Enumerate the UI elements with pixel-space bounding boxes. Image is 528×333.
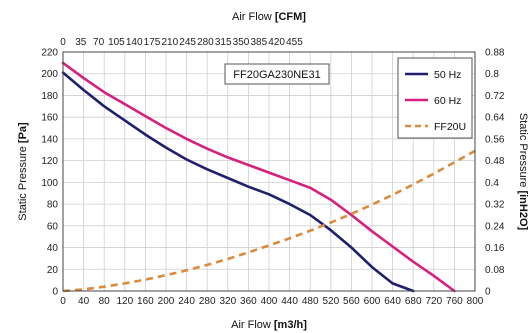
bottom-axis-title-unit: [m3/h] (274, 319, 307, 331)
x-top-tick-label: 420 (268, 37, 285, 48)
top-axis-title: Air Flow [CFM] (232, 11, 306, 23)
y-right-tick-label: 0.08 (485, 265, 505, 276)
y-left-tick-label: 60 (47, 221, 59, 232)
x-top-tick-label: 315 (215, 37, 232, 48)
x-top-tick-label: 105 (108, 37, 125, 48)
right-axis-title-unit: [inH2O] (517, 190, 528, 230)
x-bottom-tick-label: 680 (405, 296, 422, 307)
right-axis-title: Static Pressure [inH2O] (517, 113, 528, 231)
bottom-axis-title-prefix: Air Flow (231, 319, 274, 331)
top-axis-title-unit: [CFM] (275, 11, 306, 23)
series-layer (61, 61, 476, 293)
x-bottom-tick-label: 360 (240, 296, 257, 307)
tick-labels: 0 40 80 120 160 200 240 280 320 360 400 440 480 520 56… (41, 37, 505, 307)
y-right-tick-label: 0.16 (485, 243, 505, 254)
x-bottom-tick-label: 400 (261, 296, 278, 307)
y-left-tick-label: 80 (47, 200, 59, 211)
legend-label-1: 60 Hz (434, 95, 461, 107)
plot-frame (62, 51, 476, 292)
x-bottom-tick-label: 440 (281, 296, 298, 307)
y-right-tick-label: 0 (485, 287, 491, 298)
model-annotation-box (224, 63, 330, 85)
y-left-tick-label: 20 (47, 265, 59, 276)
x-top-tick-label: 175 (144, 37, 161, 48)
y-right-tick-label: 0.64 (485, 113, 505, 124)
x-bottom-tick-label: 560 (343, 296, 360, 307)
x-top-tick-label: 455 (286, 37, 303, 48)
y-right-tick-label: 0.48 (485, 156, 505, 167)
x-bottom-tick-label: 40 (78, 296, 90, 307)
x-bottom-tick-label: 320 (219, 296, 236, 307)
top-axis-title-prefix: Air Flow (232, 11, 275, 23)
x-bottom-tick-label: 800 (467, 296, 484, 307)
x-bottom-tick-label: 520 (322, 296, 339, 307)
x-bottom-tick-label: 160 (137, 296, 154, 307)
x-bottom-tick-label: 600 (364, 296, 381, 307)
y-left-tick-label: 0 (52, 287, 58, 298)
x-top-tick-label: 385 (250, 37, 267, 48)
y-right-tick-label: 0.8 (485, 69, 499, 80)
y-left-tick-label: 160 (41, 113, 58, 124)
y-right-tick-label: 0.56 (485, 134, 505, 145)
left-axis-title-unit: [Pa] (17, 122, 29, 143)
y-left-tick-label: 220 (41, 48, 58, 59)
x-bottom-tick-label: 120 (116, 296, 133, 307)
x-top-tick-label: 70 (93, 37, 105, 48)
x-top-tick-label: 350 (233, 37, 250, 48)
y-right-tick-label: 0.72 (485, 91, 505, 102)
x-bottom-tick-label: 720 (425, 296, 442, 307)
legend: 50 Hz 60 Hz FF20U (397, 57, 473, 139)
x-bottom-tick-label: 240 (178, 296, 195, 307)
x-bottom-tick-label: 640 (384, 296, 401, 307)
series-line-2 (62, 149, 476, 293)
y-right-tick-label: 0.32 (485, 200, 505, 211)
left-axis-title: Static Pressure [Pa] (17, 122, 29, 221)
x-top-tick-label: 245 (179, 37, 196, 48)
x-bottom-tick-label: 80 (99, 296, 111, 307)
right-axis-title-prefix: Static Pressure (517, 113, 528, 191)
model-annotation-text: FF20GA230NE31 (233, 69, 320, 81)
legend-label-0: 50 Hz (434, 69, 461, 81)
left-axis-title-prefix: Static Pressure (17, 143, 29, 221)
legend-box (397, 57, 473, 139)
series-line-0 (61, 71, 415, 293)
model-annotation: FF20GA230NE31 (224, 63, 330, 85)
y-left-tick-label: 180 (41, 91, 58, 102)
x-top-tick-label: 0 (60, 37, 66, 48)
y-right-tick-label: 0.4 (485, 178, 499, 189)
x-top-tick-label: 35 (75, 37, 87, 48)
x-bottom-tick-label: 480 (302, 296, 319, 307)
x-bottom-tick-label: 200 (158, 296, 175, 307)
x-bottom-tick-label: 0 (60, 296, 66, 307)
x-top-tick-label: 210 (161, 37, 178, 48)
x-top-tick-label: 140 (126, 37, 143, 48)
x-bottom-tick-label: 760 (446, 296, 463, 307)
legend-label-2: FF20U (434, 121, 466, 133)
bottom-axis-title: Air Flow [m3/h] (231, 319, 307, 331)
series-line-1 (61, 61, 456, 293)
x-bottom-tick-label: 280 (199, 296, 216, 307)
x-top-tick-label: 280 (197, 37, 214, 48)
y-left-tick-label: 140 (41, 134, 58, 145)
y-left-tick-label: 100 (41, 178, 58, 189)
y-left-tick-label: 40 (47, 243, 59, 254)
y-right-tick-label: 0.88 (485, 48, 505, 59)
y-right-tick-label: 0.24 (485, 221, 505, 232)
y-left-tick-label: 200 (41, 69, 58, 80)
y-left-tick-label: 120 (41, 156, 58, 167)
